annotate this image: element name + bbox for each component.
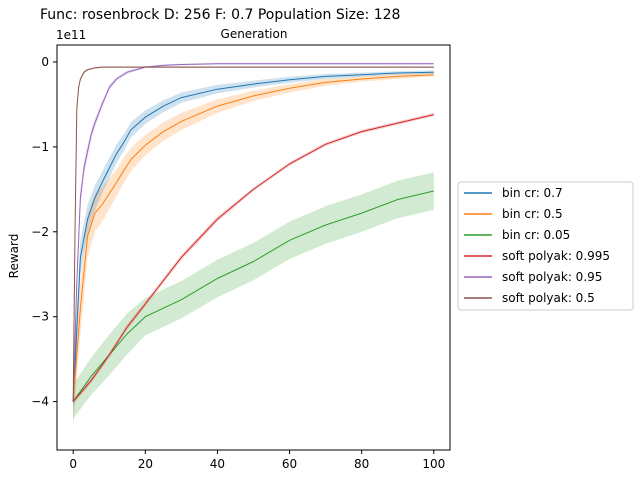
y-tick-label: −2 <box>31 225 49 239</box>
series-lines <box>72 63 434 402</box>
y-tick-label: −3 <box>31 310 49 324</box>
plot-frame <box>56 44 451 451</box>
legend-label-5: soft polyak: 0.5 <box>502 291 595 305</box>
series-line-1 <box>72 74 434 402</box>
legend-label-3: soft polyak: 0.995 <box>502 249 610 263</box>
x-axis-label: Generation <box>221 27 288 41</box>
legend-label-4: soft polyak: 0.95 <box>502 270 602 284</box>
series-line-3 <box>72 114 434 402</box>
series-line-5 <box>72 66 434 402</box>
y-tick-label: −1 <box>31 140 49 154</box>
series-line-4 <box>72 63 434 402</box>
y-ticks: 0 −1 −2 −3 −4 <box>31 55 57 409</box>
y-axis-label: Reward <box>7 234 21 279</box>
series-band-2 <box>73 172 434 419</box>
x-tick-label: 0 <box>69 457 77 471</box>
y-tick-label: 0 <box>41 55 49 69</box>
series-bands <box>73 62 434 428</box>
x-tick-label: 80 <box>354 457 369 471</box>
series-band-5 <box>73 66 434 411</box>
x-tick-label: 100 <box>422 457 445 471</box>
x-tick-label: 20 <box>138 457 153 471</box>
legend: bin cr: 0.7 bin cr: 0.5 bin cr: 0.05 soft p… <box>457 181 634 311</box>
x-ticks: 0 20 40 60 80 100 <box>69 450 445 471</box>
legend-label-2: bin cr: 0.05 <box>502 228 570 242</box>
legend-label-1: bin cr: 0.5 <box>502 207 563 221</box>
series-line-0 <box>72 71 434 402</box>
y-tick-label: −4 <box>31 395 49 409</box>
legend-label-0: bin cr: 0.7 <box>502 186 563 200</box>
series-band-4 <box>73 62 434 415</box>
chart-title: Func: rosenbrock D: 256 F: 0.7 Populatio… <box>40 7 400 23</box>
y-offset-label: 1e11 <box>56 28 86 42</box>
legend-frame <box>457 181 634 311</box>
x-tick-label: 40 <box>210 457 225 471</box>
x-tick-label: 60 <box>282 457 297 471</box>
